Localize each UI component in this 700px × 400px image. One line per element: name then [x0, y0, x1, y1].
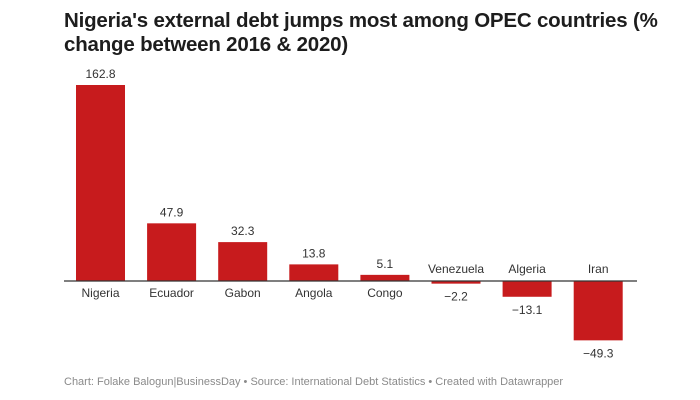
- value-label: −13.1: [512, 303, 543, 317]
- category-label: Congo: [367, 286, 403, 300]
- category-label: Iran: [588, 262, 609, 276]
- category-label: Algeria: [508, 262, 546, 276]
- bar-angola: [289, 264, 339, 281]
- category-label: Ecuador: [149, 286, 194, 300]
- bar-iran: [573, 281, 623, 341]
- category-label: Gabon: [225, 286, 261, 300]
- value-label: 13.8: [302, 246, 326, 260]
- bar-gabon: [218, 242, 268, 281]
- chart-footer: Chart: Folake Balogun|BusinessDay • Sour…: [64, 376, 564, 388]
- category-label: Angola: [295, 286, 333, 300]
- bar-nigeria: [76, 85, 125, 281]
- value-label: 162.8: [85, 67, 115, 81]
- bar-algeria: [502, 281, 552, 297]
- value-label: 47.9: [160, 205, 184, 219]
- value-label: −2.2: [444, 290, 468, 304]
- value-label: 32.3: [231, 224, 255, 238]
- value-label: 5.1: [377, 257, 394, 271]
- value-label: −49.3: [583, 346, 614, 360]
- chart-title: Nigeria's external debt jumps most among…: [64, 9, 658, 56]
- bar-congo: [360, 274, 410, 281]
- bar-ecuador: [147, 223, 197, 281]
- category-label: Nigeria: [81, 286, 119, 300]
- category-label: Venezuela: [428, 262, 484, 276]
- bar-venezuela: [431, 281, 481, 284]
